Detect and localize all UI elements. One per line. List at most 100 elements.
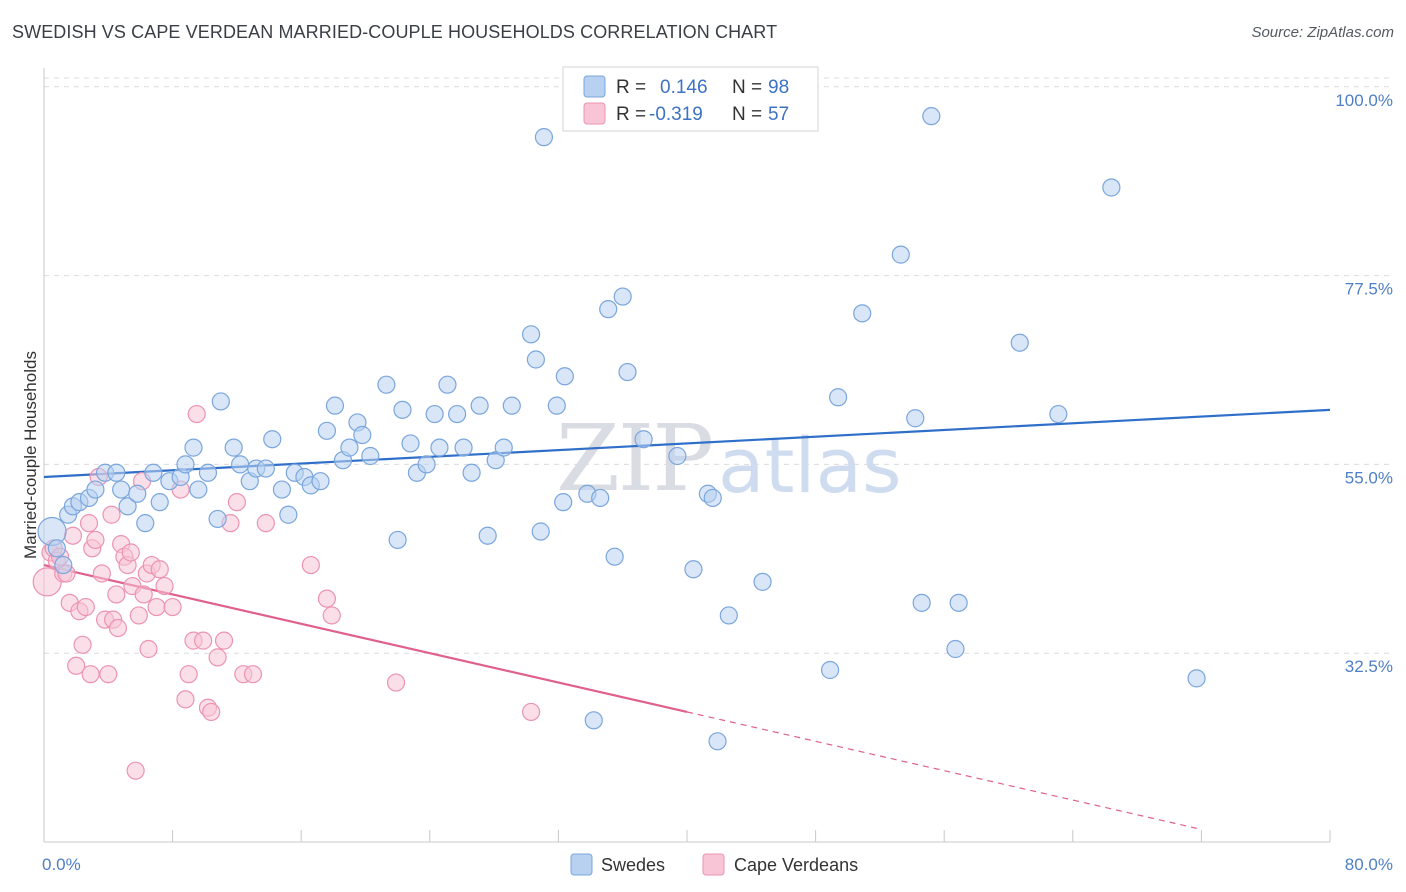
point-swedes-91: [1010, 333, 1029, 352]
point-cape-verdeans-9: [67, 656, 86, 675]
point-cape-verdeans-21: [102, 505, 121, 524]
point-swedes-75: [668, 446, 687, 466]
point-cape-verdeans-49: [208, 648, 227, 667]
point-cape-verdeans-52: [227, 493, 246, 512]
point-swedes-49: [425, 404, 444, 424]
point-swedes-76: [684, 560, 703, 579]
point-swedes-21: [198, 463, 218, 482]
bottom-legend-label-swedes: Swedes: [601, 855, 665, 875]
point-swedes-53: [454, 438, 473, 457]
point-swedes-58: [494, 438, 513, 457]
point-cape-verdeans-30: [126, 761, 145, 780]
y-axis-label: Married-couple Households: [21, 351, 40, 559]
point-cape-verdeans-45: [187, 404, 206, 424]
point-swedes-48: [417, 455, 436, 474]
point-swedes-92: [1049, 404, 1068, 424]
legend-r-value-cape-verdeans: -0.319: [649, 104, 703, 125]
point-cape-verdeans-28: [121, 543, 140, 562]
point-swedes-20: [189, 480, 208, 499]
bottom-legend-swatch-cape-verdeans: [702, 853, 725, 876]
point-swedes-19: [184, 438, 203, 457]
point-swedes-79: [708, 732, 727, 751]
point-cape-verdeans-54: [243, 665, 263, 684]
point-swedes-52: [448, 404, 467, 424]
point-swedes-29: [263, 430, 282, 449]
point-cape-verdeans-40: [163, 597, 182, 617]
point-cape-verdeans-50: [214, 631, 234, 650]
point-swedes-89: [946, 639, 965, 659]
point-swedes-1: [47, 539, 66, 558]
point-swedes-36: [317, 421, 337, 440]
point-swedes-62: [531, 522, 550, 541]
point-swedes-59: [502, 396, 521, 415]
y-tick-label-2: 77.5%: [1345, 280, 1393, 299]
point-swedes-14: [144, 463, 163, 482]
grid-lines: [44, 77, 1394, 654]
point-swedes-46: [401, 434, 420, 453]
point-swedes-39: [340, 438, 359, 457]
point-cape-verdeans-18: [92, 564, 111, 583]
point-swedes-50: [430, 438, 449, 457]
chart-title: SWEDISH VS CAPE VERDEAN MARRIED-COUPLE H…: [12, 22, 778, 42]
point-swedes-15: [150, 493, 169, 512]
y-tick-label-0: 32.5%: [1345, 657, 1393, 676]
watermark: ZIP atlas: [556, 405, 902, 512]
point-swedes-64: [547, 396, 566, 415]
point-swedes-63: [534, 128, 554, 147]
point-swedes-94: [1187, 669, 1206, 688]
x-tick-label-min: 0.0%: [42, 855, 81, 874]
point-cape-verdeans-39: [155, 576, 174, 596]
point-swedes-82: [820, 660, 840, 680]
point-swedes-81: [753, 572, 772, 591]
point-swedes-55: [470, 396, 489, 415]
point-cape-verdeans-33: [134, 585, 153, 604]
point-cape-verdeans-12: [76, 597, 95, 617]
point-swedes-11: [118, 497, 137, 516]
point-cape-verdeans-35: [139, 639, 158, 659]
point-cape-verdeans-11: [73, 635, 92, 654]
point-swedes-93: [1102, 178, 1121, 197]
watermark-atlas-text: atlas: [718, 421, 902, 510]
legend-swatch-swedes: [583, 75, 606, 98]
point-swedes-45: [393, 400, 412, 419]
point-swedes-37: [325, 396, 345, 415]
legend-n-value-swedes: 98: [768, 77, 789, 98]
point-cape-verdeans-37: [147, 597, 166, 617]
legend-r-label-cape-verdeans: R =: [616, 104, 646, 125]
point-cape-verdeans-14: [81, 665, 100, 684]
axes: 32.5% 55.0% 77.5% 100.0%: [43, 68, 1393, 843]
point-swedes-12: [128, 484, 147, 503]
point-swedes-44: [388, 530, 407, 550]
source-label: Source: ZipAtlas.com: [1251, 24, 1394, 41]
point-swedes-25: [231, 455, 250, 474]
point-swedes-10: [112, 480, 131, 499]
point-cape-verdeans-23: [107, 585, 126, 604]
correlation-legend: R = 0.146 N = 98 R = -0.319 N = 57: [562, 66, 819, 132]
point-cape-verdeans-31: [129, 606, 148, 625]
point-swedes-88: [922, 107, 941, 126]
point-cape-verdeans-24: [108, 618, 128, 638]
point-cape-verdeans-38: [150, 560, 169, 579]
point-swedes-85: [891, 245, 910, 264]
point-cape-verdeans-46: [194, 631, 213, 650]
series-legend: Swedes Cape Verdeans: [570, 853, 858, 876]
point-cape-verdeans-58: [322, 606, 341, 625]
point-cape-verdeans-8: [63, 526, 83, 545]
point-swedes-72: [613, 287, 632, 306]
point-swedes-54: [462, 463, 481, 482]
point-cape-verdeans-43: [179, 665, 198, 684]
point-swedes-69: [591, 488, 610, 508]
point-swedes-78: [703, 488, 722, 508]
point-swedes-73: [618, 362, 637, 382]
point-cape-verdeans-48: [202, 702, 221, 722]
point-swedes-24: [224, 438, 243, 457]
point-swedes-80: [719, 606, 738, 625]
point-swedes-86: [906, 409, 925, 428]
point-swedes-61: [526, 350, 545, 369]
x-tick-label-max: 80.0%: [1345, 855, 1393, 874]
point-cape-verdeans-20: [99, 665, 118, 684]
point-swedes-18: [176, 455, 195, 474]
point-swedes-28: [256, 459, 275, 478]
point-swedes-68: [584, 711, 603, 730]
